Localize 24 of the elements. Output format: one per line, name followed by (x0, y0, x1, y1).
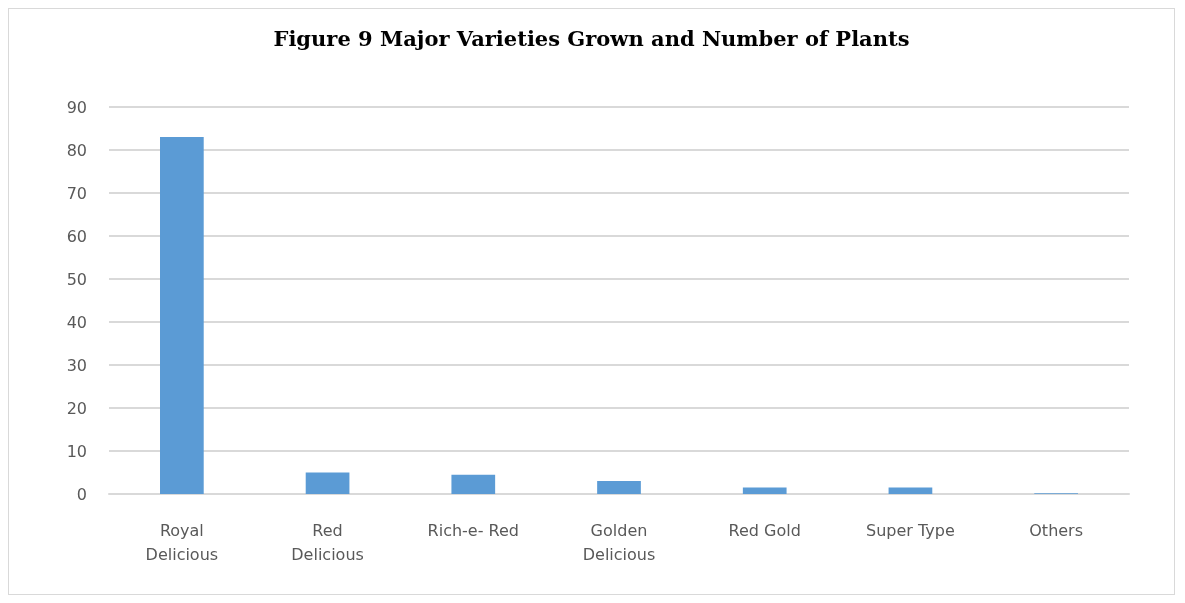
y-tick-label: 0 (76, 484, 87, 504)
x-tick-label: Golden Delicious (582, 520, 656, 564)
y-tick-label: 80 (66, 140, 87, 160)
y-tick-label: 20 (66, 398, 87, 418)
x-tick-label: Rich-e- Red (427, 520, 519, 540)
x-tick-label: Royal Delicious (145, 520, 219, 564)
y-tick-label: 30 (66, 355, 87, 375)
bar (451, 474, 496, 494)
bar (160, 137, 204, 494)
y-tick-label: 90 (66, 97, 87, 117)
bar (888, 487, 933, 494)
y-tick-label: 70 (66, 183, 87, 203)
chart-title: Figure 9 Major Varieties Grown and Number of Plants (273, 26, 910, 51)
y-tick-label: 10 (66, 441, 87, 461)
x-tick-label: Others (1029, 520, 1084, 540)
bar (742, 487, 787, 494)
y-tick-label: 50 (66, 269, 87, 289)
bar (305, 472, 350, 494)
y-tick-label: 40 (66, 312, 87, 332)
y-tick-label: 60 (66, 226, 87, 246)
bar (597, 481, 641, 494)
x-tick-label: Red Delicious (291, 520, 364, 564)
x-tick-label: Red Gold (728, 520, 801, 540)
x-tick-label: Super Type (866, 520, 955, 540)
